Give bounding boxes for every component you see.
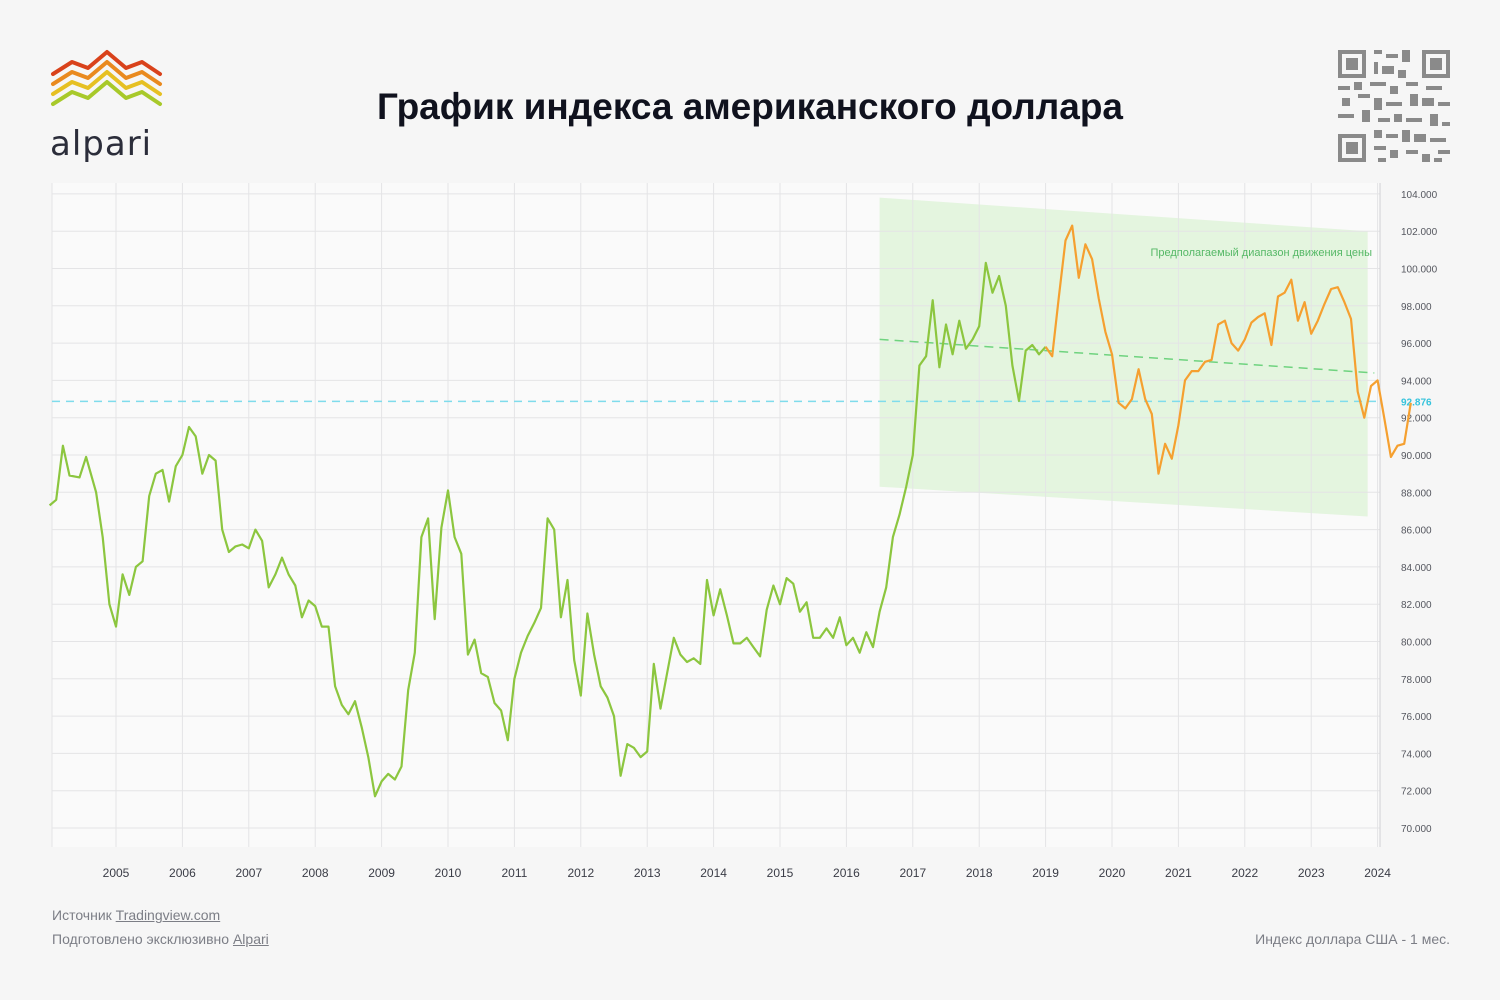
footer-prepared: Подготовлено эксклюзивно Alpari xyxy=(52,931,269,947)
prepared-link[interactable]: Alpari xyxy=(232,931,269,947)
x-tick-label: 2022 xyxy=(1231,866,1258,880)
x-tick-label: 2012 xyxy=(567,866,594,880)
x-tick-label: 2019 xyxy=(1032,866,1059,880)
history-series-line xyxy=(48,261,1047,798)
x-tick-label: 2014 xyxy=(700,866,727,880)
y-tick-label: 102.000 xyxy=(1401,227,1438,238)
forecast-range-area xyxy=(879,197,1368,517)
y-tick-label: 98.000 xyxy=(1401,302,1432,313)
x-tick-label: 2018 xyxy=(966,866,993,880)
y-tick-label: 80.000 xyxy=(1401,638,1432,649)
y-tick-label: 72.000 xyxy=(1401,787,1432,798)
x-tick-label: 2008 xyxy=(302,866,329,880)
source-link[interactable]: Tradingview.com xyxy=(115,907,221,923)
y-tick-label: 84.000 xyxy=(1401,563,1432,574)
y-tick-label: 104.000 xyxy=(1401,190,1438,201)
x-tick-label: 2009 xyxy=(368,866,395,880)
page-title: График индекса американского доллара xyxy=(377,86,1123,127)
source-label: Источник xyxy=(52,907,112,923)
plot-background xyxy=(52,183,1380,847)
alpari-mountains-icon xyxy=(51,50,162,106)
current-level-label: 92.876 xyxy=(1401,397,1432,408)
x-tick-label: 2013 xyxy=(634,866,661,880)
x-tick-label: 2007 xyxy=(235,866,262,880)
y-tick-label: 100.000 xyxy=(1401,265,1438,276)
x-tick-label: 2015 xyxy=(767,866,794,880)
trend-line xyxy=(879,338,1375,374)
range-annotation: Предполагаемый диапазон движения цены xyxy=(1150,247,1372,259)
y-tick-label: 96.000 xyxy=(1401,339,1432,350)
x-tick-label: 2005 xyxy=(103,866,130,880)
logo-wordmark: alpari xyxy=(50,124,153,164)
x-tick-label: 2006 xyxy=(169,866,196,880)
qr-code-icon[interactable] xyxy=(1338,50,1450,162)
recent-series-line xyxy=(1044,224,1412,475)
footer-source: Источник Tradingview.com xyxy=(52,907,220,923)
y-tick-label: 92.000 xyxy=(1401,414,1432,425)
y-tick-label: 78.000 xyxy=(1401,675,1432,686)
x-tick-label: 2023 xyxy=(1298,866,1325,880)
y-tick-label: 88.000 xyxy=(1401,488,1432,499)
y-tick-label: 70.000 xyxy=(1401,824,1432,835)
y-tick-label: 90.000 xyxy=(1401,451,1432,462)
instrument-label: Индекс доллара США - 1 мес. xyxy=(1255,931,1450,947)
y-tick-label: 82.000 xyxy=(1401,600,1432,611)
x-tick-label: 2020 xyxy=(1099,866,1126,880)
x-tick-label: 2017 xyxy=(899,866,926,880)
x-tick-label: 2016 xyxy=(833,866,860,880)
x-tick-label: 2024 xyxy=(1364,866,1391,880)
y-tick-label: 76.000 xyxy=(1401,712,1432,723)
x-tick-label: 2021 xyxy=(1165,866,1192,880)
y-tick-label: 94.000 xyxy=(1401,376,1432,387)
prepared-label: Подготовлено эксклюзивно xyxy=(52,931,230,947)
x-tick-label: 2010 xyxy=(435,866,462,880)
y-tick-label: 74.000 xyxy=(1401,749,1432,760)
y-tick-label: 86.000 xyxy=(1401,526,1432,537)
alpari-logo: alpari xyxy=(50,46,165,171)
x-tick-label: 2011 xyxy=(501,866,527,880)
